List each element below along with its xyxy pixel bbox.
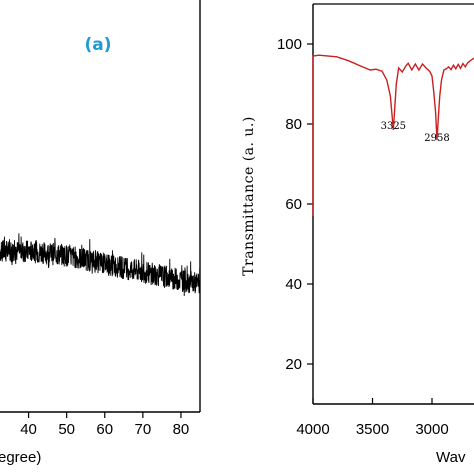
xrd-x-tick-label: 60	[96, 421, 113, 438]
ftir-y-tick-label: 60	[285, 196, 302, 213]
xrd-panel-label: (a)	[84, 35, 111, 55]
ftir-x-tick-label: 4000	[296, 421, 329, 438]
xrd-x-ticks: 50 60 70 80 40	[20, 412, 189, 438]
ftir-y-tick-label: 40	[285, 276, 302, 293]
ftir-peak-label: 3325	[381, 121, 406, 132]
ftir-y-ticks: 20 40 60 80 100	[277, 36, 313, 373]
ftir-panel: 4000 3500 3000 20 40 60 80 100 3325 2958 Transm…	[241, 3, 474, 466]
ftir-y-tick-label: 100	[277, 36, 302, 53]
xrd-x-axis-label: egree)	[0, 449, 41, 466]
ftir-y-axis-label: Transmittance (a. u.)	[241, 116, 257, 276]
xrd-x-tick-label: 70	[135, 421, 152, 438]
xrd-panel: 50 60 70 80 40 (a) egree)	[0, 0, 201, 466]
ftir-x-ticks: 4000 3500 3000	[296, 398, 449, 438]
xrd-x-tick-label: 50	[58, 421, 75, 438]
xrd-series-line	[0, 233, 201, 296]
ftir-peak-label: 2958	[424, 133, 449, 144]
xrd-x-tick-label: 80	[173, 421, 190, 438]
ftir-x-tick-label: 3000	[415, 421, 448, 438]
ftir-y-tick-label: 20	[285, 356, 302, 373]
ftir-x-axis-label: Wav	[436, 449, 466, 466]
ftir-series-line	[312, 54, 474, 216]
ftir-x-tick-label: 3500	[356, 421, 389, 438]
xrd-x-tick-label: 40	[20, 421, 37, 438]
ftir-annotations: 3325 2958	[381, 121, 450, 144]
ftir-y-tick-label: 80	[285, 116, 302, 133]
